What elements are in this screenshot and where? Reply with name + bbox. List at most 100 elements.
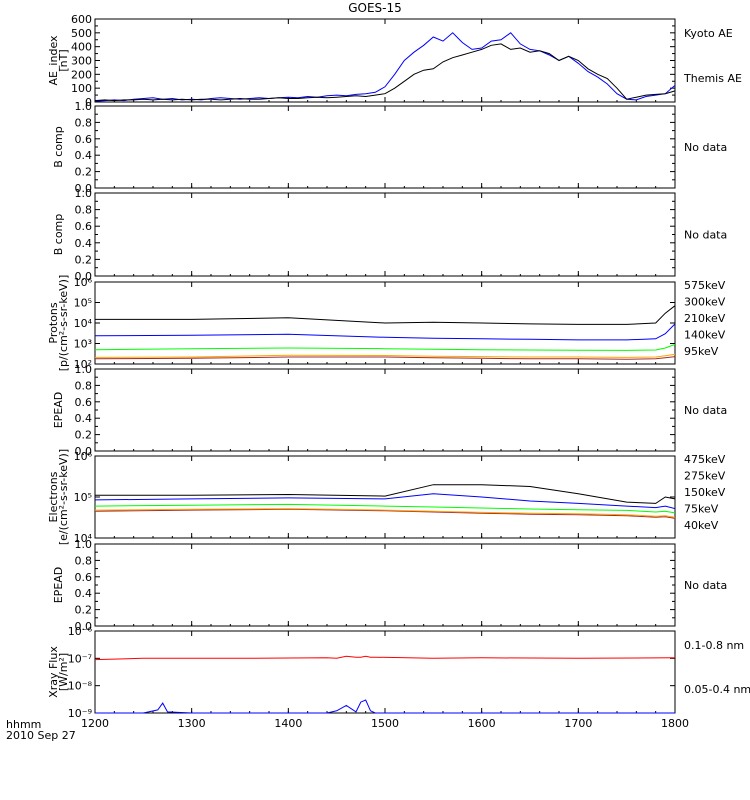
series-line-575kev <box>94 356 676 360</box>
legend-entry: 0.1-0.8 nm <box>684 639 744 652</box>
panel-frame <box>94 368 676 452</box>
series-line-0-1-0-8-nm <box>94 655 676 661</box>
y-tick-label: 500 <box>71 27 92 40</box>
y-tick-label: 0.4 <box>75 412 93 425</box>
panel-6: 10⁴ 10⁵ 10⁶ Electrons[e/(cm²-s-sr-keV)] 475k… <box>47 449 726 545</box>
y-tick-label: 0.8 <box>75 204 93 217</box>
legend-entry: Themis AE <box>683 72 742 85</box>
y-tick-label: 0.2 <box>75 166 93 179</box>
y-tick-label: 0.6 <box>75 571 93 584</box>
panel-5: 0.0 0.2 0.4 0.6 0.8 1.0 EPEAD No data <box>52 363 727 458</box>
y-axis-label: Electrons <box>47 471 60 522</box>
y-tick-label: 10³ <box>74 338 92 351</box>
y-tick-label: 0.0 <box>75 620 93 633</box>
y-tick-label: 100 <box>71 82 92 95</box>
series-line-150kev <box>94 503 676 514</box>
series-line-0-05-0-4-nm <box>95 699 675 714</box>
y-tick-label: 0.0 <box>75 182 93 195</box>
x-tick-label: 1700 <box>564 717 592 730</box>
legend-entry: 575keV <box>684 279 726 292</box>
series-line-300kev <box>94 353 676 358</box>
y-tick-label: 1.0 <box>75 100 93 113</box>
y-tick-label: 0.0 <box>75 445 93 458</box>
y-axis-label: EPEAD <box>52 567 65 604</box>
y-tick-label: 200 <box>71 68 92 81</box>
y-tick-label: 0.2 <box>75 429 93 442</box>
y-tick-label: 0.8 <box>75 554 93 567</box>
y-axis-label: Xray Flux <box>47 646 60 698</box>
no-data-label: No data <box>684 404 727 417</box>
y-tick-label: 1.0 <box>75 187 93 200</box>
y-axis-label: [e/(cm²-s-sr-keV)] <box>57 449 70 545</box>
y-tick-label: 10⁵ <box>74 491 92 504</box>
y-tick-label: 400 <box>71 41 92 54</box>
legend-entry: 95keV <box>684 345 719 358</box>
series-line-140kev <box>94 323 676 341</box>
series-line-210kev <box>94 343 676 351</box>
y-axis-label: EPEAD <box>52 392 65 429</box>
panel-frame <box>94 18 676 103</box>
legend-entry: 0.05-0.4 nm <box>684 683 750 696</box>
y-axis-label: [W/m²] <box>57 653 70 691</box>
y-tick-label: 10⁻⁸ <box>68 680 93 693</box>
y-tick-label: 0.6 <box>75 133 93 146</box>
y-tick-label: 300 <box>71 55 92 68</box>
panel-frame <box>94 630 676 714</box>
x-tick-label: 1500 <box>371 717 399 730</box>
no-data-label: No data <box>684 229 727 242</box>
legend-entry: 150keV <box>684 486 726 499</box>
y-tick-label: 600 <box>71 13 92 26</box>
no-data-label: No data <box>684 579 727 592</box>
y-tick-label: 10⁻⁶ <box>68 625 93 638</box>
y-tick-label: 0.2 <box>75 604 93 617</box>
y-tick-label: 0.0 <box>75 270 93 283</box>
series-line-75kev <box>94 493 676 510</box>
legend-entry: 210keV <box>684 312 726 325</box>
y-axis-label: B comp <box>52 214 65 256</box>
y-axis-label: AE_index <box>47 35 60 86</box>
x-tick-label: 1800 <box>661 717 689 730</box>
y-tick-label: 0.8 <box>75 116 93 129</box>
y-tick-label: 10⁻⁷ <box>68 652 92 665</box>
legend-entry: 300keV <box>684 296 726 309</box>
date-label: 2010 Sep 27 <box>6 729 76 742</box>
panel-2: 0.0 0.2 0.4 0.6 0.8 1.0 B comp No data <box>52 100 727 195</box>
panel-frame <box>94 105 676 189</box>
x-tick-label: 1600 <box>468 717 496 730</box>
no-data-label: No data <box>684 141 727 154</box>
series-line-95kev <box>95 305 676 325</box>
plot-title: GOES-15 <box>348 1 402 15</box>
x-tick-label: 1400 <box>274 717 302 730</box>
panel-7: 0.0 0.2 0.4 0.6 0.8 1.0 EPEAD No data <box>52 538 727 633</box>
legend-entry: 475keV <box>684 453 726 466</box>
y-tick-label: 0.6 <box>75 396 93 409</box>
y-tick-label: 0.4 <box>75 237 93 250</box>
y-tick-label: 10⁵ <box>74 297 92 310</box>
series-line-275kev <box>94 508 676 518</box>
x-tick-label: 1200 <box>81 717 109 730</box>
y-tick-label: 10⁻⁹ <box>68 707 92 720</box>
panel-3: 0.0 0.2 0.4 0.6 0.8 1.0 B comp No data <box>52 187 727 283</box>
y-tick-label: 0.8 <box>75 379 93 392</box>
y-tick-label: 10² <box>74 358 92 371</box>
y-tick-label: 0.2 <box>75 253 93 266</box>
y-tick-label: 1.0 <box>75 538 93 551</box>
series-line-themis-ae <box>94 43 676 102</box>
series-line-475kev <box>94 508 676 519</box>
y-axis-label: [nT] <box>57 49 70 71</box>
y-tick-label: 10⁴ <box>74 532 93 545</box>
y-tick-label: 10⁴ <box>74 317 93 330</box>
panel-8: 10⁻⁹ 10⁻⁸ 10⁻⁷ 10⁻⁶ Xray Flux[W/m²] 0.1-0.8 n… <box>47 625 750 720</box>
y-tick-label: 0.6 <box>75 220 93 233</box>
y-tick-label: 0 <box>85 96 92 109</box>
y-tick-label: 0.4 <box>75 149 93 162</box>
series-line-kyoto-ae <box>94 32 676 102</box>
y-axis-label: Protons <box>47 302 60 343</box>
y-tick-label: 10⁶ <box>74 276 93 289</box>
x-tick-label: 1300 <box>178 717 206 730</box>
y-axis-label: [p/(cm²-s-sr-keV)] <box>57 275 70 372</box>
panel-frame <box>94 192 676 277</box>
